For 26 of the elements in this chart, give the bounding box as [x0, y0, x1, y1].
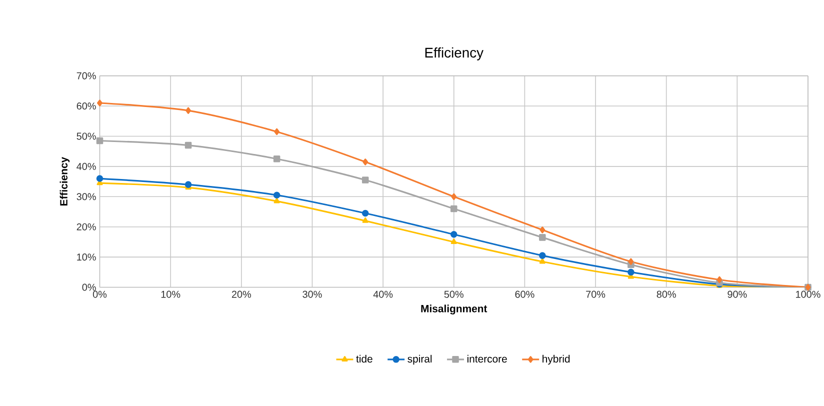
- x-tick-label: 80%: [656, 290, 676, 298]
- legend-label: intercore: [467, 354, 507, 363]
- y-tick-label: 40%: [76, 162, 96, 170]
- legend-label: spiral: [408, 354, 432, 365]
- x-tick-label: 40%: [373, 290, 393, 298]
- x-tick-label: 50%: [444, 290, 464, 298]
- y-tick-label: 0%: [82, 284, 96, 291]
- chart-title: Efficiency: [425, 47, 484, 60]
- x-tick-label: 10%: [161, 290, 180, 298]
- y-tick-label: 30%: [76, 193, 96, 200]
- x-tick-label: 90%: [728, 290, 747, 298]
- legend-label: tide: [356, 354, 372, 363]
- x-tick-label: 70%: [586, 290, 606, 298]
- legend-label: hybrid: [542, 354, 570, 365]
- x-tick-label: 0%: [92, 290, 107, 298]
- y-tick-label: 70%: [76, 72, 96, 80]
- x-axis-title: Misalignment: [421, 304, 488, 314]
- y-tick-label: 50%: [76, 132, 96, 140]
- x-tick-label: 20%: [232, 290, 251, 298]
- x-tick-label: 30%: [302, 290, 322, 298]
- y-tick-label: 20%: [76, 223, 96, 230]
- y-axis-title: Efficiency: [60, 156, 70, 206]
- y-tick-label: 10%: [77, 254, 96, 261]
- y-tick-label: 60%: [76, 102, 96, 110]
- x-tick-label: 60%: [515, 290, 534, 298]
- x-tick-label: 100%: [796, 290, 820, 298]
